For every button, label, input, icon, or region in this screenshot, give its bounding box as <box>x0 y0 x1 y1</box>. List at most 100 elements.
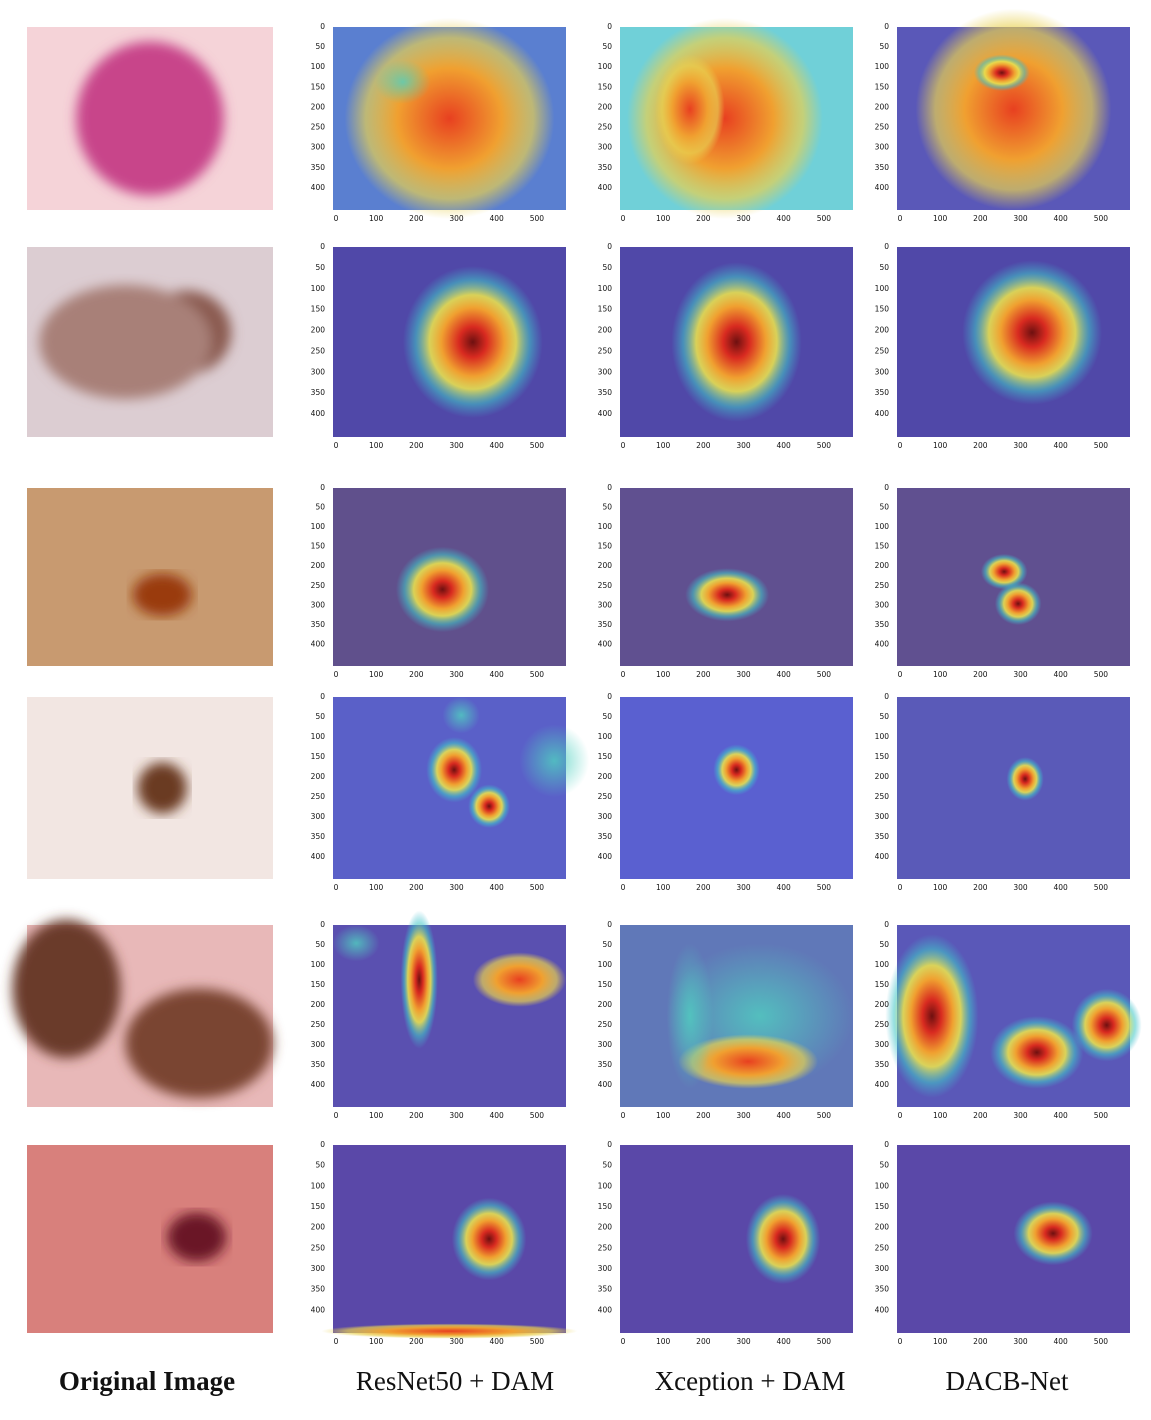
y-tick-label: 300 <box>598 1040 613 1049</box>
y-tick-label: 300 <box>598 600 613 609</box>
y-tick-label: 300 <box>311 812 326 821</box>
y-tick-label: 50 <box>315 263 325 272</box>
x-tick-label: 400 <box>490 1337 505 1346</box>
y-tick-label: 350 <box>311 1285 326 1294</box>
x-tick-label: 400 <box>1054 1337 1069 1346</box>
y-tick-label: 150 <box>598 305 613 314</box>
x-tick-label: 300 <box>449 883 464 892</box>
y-tick-label: 0 <box>884 1140 889 1149</box>
y-tick-label: 400 <box>311 852 326 861</box>
x-tick-label: 300 <box>736 670 751 679</box>
y-tick-label: 200 <box>311 326 326 335</box>
x-tick-label: 400 <box>1054 670 1069 679</box>
activation <box>519 724 590 798</box>
x-tick-label: 200 <box>409 214 424 223</box>
y-tick-label: 100 <box>311 732 326 741</box>
x-tick-label: 400 <box>490 1111 505 1120</box>
y-tick-label: 250 <box>598 1020 613 1029</box>
y-tick-label: 100 <box>311 1181 326 1190</box>
y-tick-label: 200 <box>311 1223 326 1232</box>
y-tick-label: 350 <box>311 163 326 172</box>
x-tick-label: 300 <box>1013 883 1028 892</box>
x-tick-label: 100 <box>656 214 671 223</box>
y-tick-label: 150 <box>875 1202 890 1211</box>
y-tick-label: 150 <box>875 305 890 314</box>
x-tick-label: 300 <box>449 214 464 223</box>
y-tick-label: 400 <box>311 409 326 418</box>
x-tick-label: 0 <box>334 214 339 223</box>
y-tick-label: 100 <box>875 522 890 531</box>
activation <box>994 582 1042 626</box>
y-tick-label: 100 <box>311 62 326 71</box>
x-tick-label: 200 <box>696 1337 711 1346</box>
y-tick-label: 100 <box>598 522 613 531</box>
y-tick-label: 50 <box>602 263 612 272</box>
x-tick-label: 300 <box>1013 1111 1028 1120</box>
y-tick-label: 250 <box>311 346 326 355</box>
lesion <box>12 919 273 1098</box>
x-tick-label: 100 <box>933 883 948 892</box>
y-tick-label: 350 <box>875 832 890 841</box>
y-tick-label: 50 <box>602 503 612 512</box>
activation <box>973 54 1030 92</box>
x-tick-label: 400 <box>1054 441 1069 450</box>
x-tick-label: 100 <box>369 1111 384 1120</box>
x-tick-label: 400 <box>777 883 792 892</box>
y-tick-label: 250 <box>875 346 890 355</box>
column-label: Xception + DAM <box>655 1366 846 1396</box>
y-tick-label: 50 <box>602 940 612 949</box>
y-tick-label: 200 <box>875 772 890 781</box>
y-tick-label: 300 <box>875 1264 890 1273</box>
y-tick-label: 150 <box>311 82 326 91</box>
activation <box>1006 757 1044 801</box>
x-tick-label: 0 <box>621 441 626 450</box>
y-tick-label: 300 <box>311 600 326 609</box>
x-tick-label: 500 <box>1094 1337 1109 1346</box>
x-tick-label: 100 <box>656 670 671 679</box>
y-tick-label: 250 <box>875 123 890 132</box>
x-tick-label: 0 <box>898 1111 903 1120</box>
activation <box>654 54 725 165</box>
y-tick-label: 400 <box>875 1305 890 1314</box>
x-tick-label: 500 <box>530 1337 545 1346</box>
x-tick-label: 400 <box>490 441 505 450</box>
activation <box>442 697 480 734</box>
lesion-area <box>137 762 187 814</box>
y-tick-label: 300 <box>598 367 613 376</box>
heatmap <box>897 1145 1130 1333</box>
activation <box>468 784 511 829</box>
y-tick-label: 150 <box>875 752 890 761</box>
y-tick-label: 150 <box>311 305 326 314</box>
y-tick-label: 100 <box>875 732 890 741</box>
x-tick-label: 0 <box>898 214 903 223</box>
heatmap-blobs <box>402 266 543 418</box>
y-tick-label: 50 <box>315 503 325 512</box>
x-tick-label: 200 <box>409 441 424 450</box>
x-tick-label: 0 <box>334 1111 339 1120</box>
y-tick-label: 350 <box>598 832 613 841</box>
y-tick-label: 200 <box>875 1000 890 1009</box>
y-tick-label: 100 <box>875 1181 890 1190</box>
lesion <box>39 285 232 399</box>
y-tick-label: 150 <box>875 82 890 91</box>
y-tick-label: 150 <box>598 542 613 551</box>
y-tick-label: 200 <box>311 561 326 570</box>
y-tick-label: 0 <box>320 242 325 251</box>
heatmap-blobs <box>344 17 555 220</box>
y-tick-label: 350 <box>875 388 890 397</box>
y-tick-label: 200 <box>598 1000 613 1009</box>
y-tick-label: 200 <box>875 102 890 111</box>
x-tick-label: 100 <box>656 441 671 450</box>
y-tick-label: 100 <box>875 960 890 969</box>
x-tick-label: 300 <box>736 1337 751 1346</box>
x-tick-label: 200 <box>409 883 424 892</box>
heatmap-blobs <box>671 262 802 422</box>
y-tick-label: 0 <box>320 483 325 492</box>
heatmap-blobs <box>1006 757 1044 801</box>
y-tick-label: 150 <box>311 542 326 551</box>
activation <box>713 744 760 796</box>
heatmap-blobs <box>1013 1201 1093 1266</box>
y-tick-label: 400 <box>311 1080 326 1089</box>
activation <box>321 1323 578 1339</box>
